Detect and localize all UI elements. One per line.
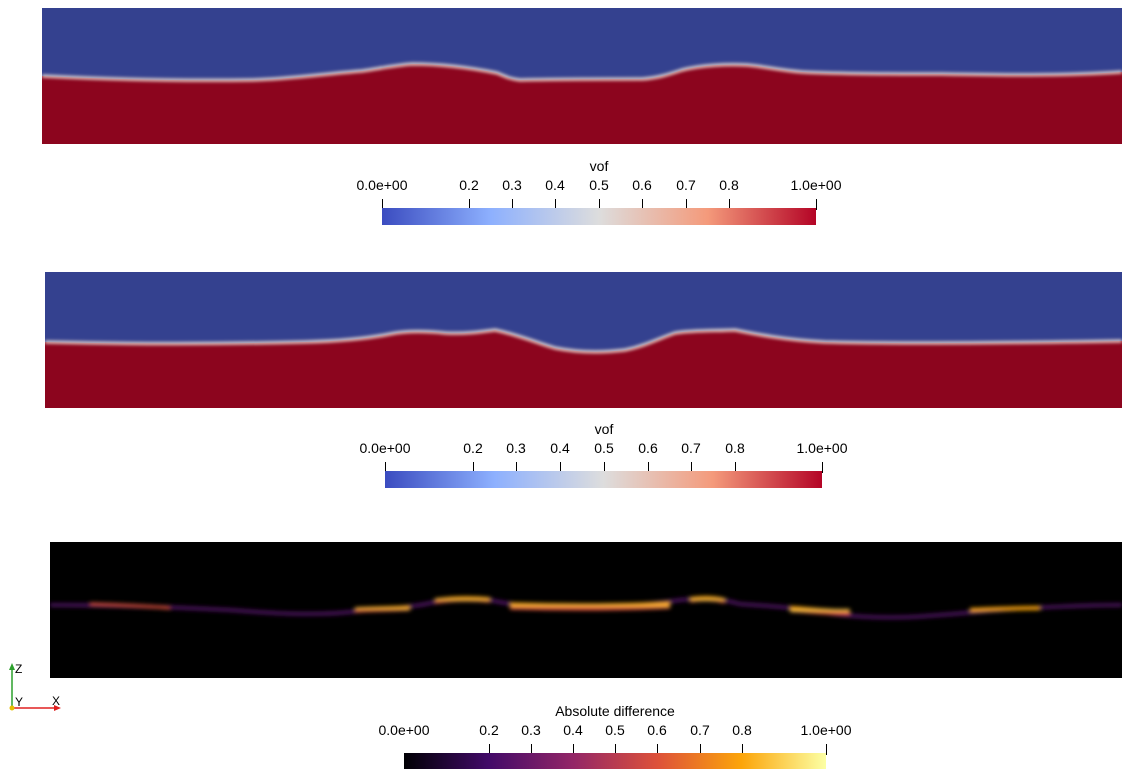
- tick-mark: [648, 462, 649, 473]
- tick-mark: [686, 199, 687, 210]
- tick-label: 0.0e+00: [356, 177, 408, 193]
- tick-mark: [615, 744, 616, 755]
- colorbar-title: vof: [594, 421, 614, 437]
- tick-label: 0.4: [550, 440, 570, 456]
- tick-label: 1.0e+00: [796, 440, 848, 456]
- tick-mark: [385, 462, 386, 473]
- z-axis-arrow: [9, 663, 15, 670]
- tick-mark: [742, 744, 743, 755]
- tick-label: 0.2: [479, 722, 499, 738]
- tick-label: 0.8: [732, 722, 752, 738]
- tick-label: 0.8: [719, 177, 739, 193]
- vof-panel-2: [45, 272, 1122, 408]
- tick-mark: [735, 462, 736, 473]
- tick-label: 0.8: [725, 440, 745, 456]
- difference-hotspot: [789, 606, 851, 616]
- tick-mark: [512, 199, 513, 210]
- difference-hotspot: [434, 596, 491, 604]
- tick-label: 0.0e+00: [359, 440, 411, 456]
- tick-mark: [657, 744, 658, 755]
- x-axis-label: X: [52, 694, 61, 708]
- difference-panel: [50, 542, 1122, 678]
- tick-mark: [573, 744, 574, 755]
- tick-label: 0.4: [563, 722, 583, 738]
- difference-hotspot: [689, 596, 726, 604]
- difference-hotspot: [509, 601, 671, 611]
- tick-label: 0.2: [459, 177, 479, 193]
- tick-label: 1.0e+00: [800, 722, 852, 738]
- tick-label: 0.3: [506, 440, 526, 456]
- difference-hotspot: [969, 606, 1041, 612]
- tick-label: 0.7: [681, 440, 701, 456]
- tick-mark: [382, 199, 383, 210]
- y-axis-dot: [9, 705, 15, 711]
- tick-label: 0.2: [463, 440, 483, 456]
- tick-mark: [729, 199, 730, 210]
- tick-mark: [599, 199, 600, 210]
- tick-label: 0.4: [545, 177, 565, 193]
- tick-mark: [516, 462, 517, 473]
- tick-label: 0.5: [594, 440, 614, 456]
- difference-hotspot: [354, 605, 411, 613]
- tick-mark: [826, 744, 827, 755]
- colorbar-gradient: [404, 753, 826, 769]
- colorbar-gradient: [382, 208, 816, 225]
- tick-mark: [691, 462, 692, 473]
- tick-label: 1.0e+00: [790, 177, 842, 193]
- colorbar-title: vof: [589, 158, 609, 174]
- interface-line: [45, 328, 1122, 354]
- tick-label: 0.5: [589, 177, 609, 193]
- tick-label: 0.7: [690, 722, 710, 738]
- z-axis-label: Z: [15, 662, 23, 676]
- tick-mark: [560, 462, 561, 473]
- vof-panel-1: [42, 8, 1122, 144]
- colorbar-3: Absolute difference 0.0e+00 0.2 0.3 0.4 …: [0, 703, 1122, 773]
- tick-label: 0.5: [605, 722, 625, 738]
- tick-label: 0.6: [638, 440, 658, 456]
- water-region: [45, 330, 1122, 408]
- tick-mark: [469, 199, 470, 210]
- tick-mark: [642, 199, 643, 210]
- colorbar-gradient: [385, 471, 822, 488]
- tick-label: 0.7: [676, 177, 696, 193]
- tick-mark: [473, 462, 474, 473]
- tick-mark: [555, 199, 556, 210]
- tick-label: 0.3: [521, 722, 541, 738]
- tick-mark: [816, 199, 817, 210]
- tick-label: 0.6: [647, 722, 667, 738]
- tick-mark: [489, 744, 490, 755]
- colorbar-title: Absolute difference: [555, 703, 675, 719]
- tick-mark: [604, 462, 605, 473]
- water-region: [42, 64, 1122, 144]
- difference-hotspot: [89, 602, 171, 610]
- tick-mark: [822, 462, 823, 473]
- colorbar-2: vof 0.0e+00 0.2 0.3 0.4 0.5 0.6 0.7 0.8 …: [0, 421, 1122, 491]
- x-axis-arrow: [54, 705, 61, 711]
- tick-label: 0.6: [632, 177, 652, 193]
- tick-mark: [700, 744, 701, 755]
- axes-orientation-widget: Z Y X: [0, 655, 70, 725]
- tick-label: 0.0e+00: [378, 722, 430, 738]
- interface-line: [42, 62, 1122, 82]
- tick-mark: [531, 744, 532, 755]
- colorbar-1: vof 0.0e+00 0.2 0.3 0.4 0.5 0.6 0.7 0.8 …: [0, 158, 1122, 228]
- y-axis-label: Y: [15, 695, 24, 709]
- tick-label: 0.3: [502, 177, 522, 193]
